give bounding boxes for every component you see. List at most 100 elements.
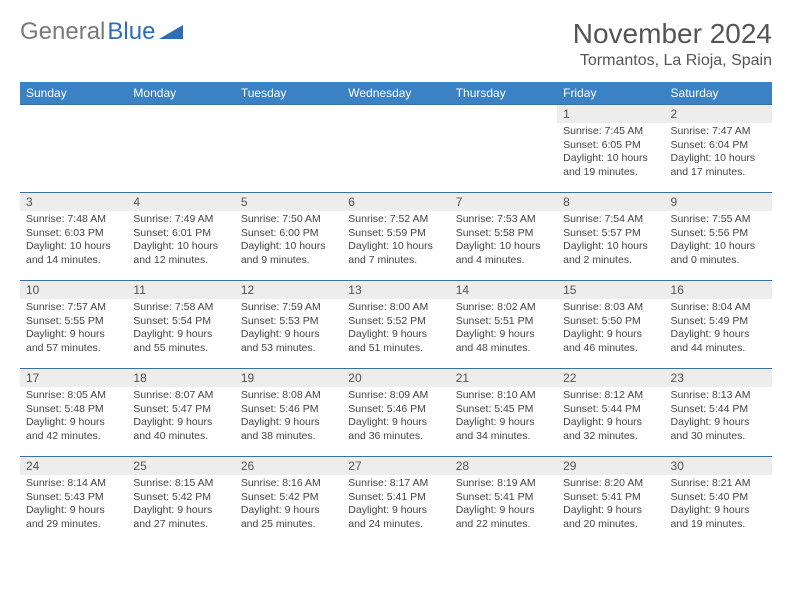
daylight-line: Daylight: 9 hours and 38 minutes. — [241, 416, 336, 443]
calendar-day-cell: 28Sunrise: 8:19 AMSunset: 5:41 PMDayligh… — [450, 457, 557, 545]
calendar-day-cell — [20, 105, 127, 193]
day-content: Sunrise: 7:59 AMSunset: 5:53 PMDaylight:… — [235, 299, 342, 360]
sunset-line: Sunset: 5:53 PM — [241, 315, 336, 329]
sunrise-line: Sunrise: 8:13 AM — [671, 389, 766, 403]
sunrise-line: Sunrise: 8:17 AM — [348, 477, 443, 491]
daylight-line: Daylight: 9 hours and 19 minutes. — [671, 504, 766, 531]
sunset-line: Sunset: 5:48 PM — [26, 403, 121, 417]
weekday-header: Wednesday — [342, 82, 449, 105]
sunset-line: Sunset: 6:00 PM — [241, 227, 336, 241]
logo-text-gray: General — [20, 18, 105, 46]
calendar-day-cell: 29Sunrise: 8:20 AMSunset: 5:41 PMDayligh… — [557, 457, 664, 545]
sunset-line: Sunset: 5:54 PM — [133, 315, 228, 329]
sunset-line: Sunset: 5:57 PM — [563, 227, 658, 241]
daylight-line: Daylight: 9 hours and 55 minutes. — [133, 328, 228, 355]
daylight-line: Daylight: 9 hours and 30 minutes. — [671, 416, 766, 443]
sunrise-line: Sunrise: 7:52 AM — [348, 213, 443, 227]
calendar-day-cell: 23Sunrise: 8:13 AMSunset: 5:44 PMDayligh… — [665, 369, 772, 457]
day-number: 18 — [127, 369, 234, 387]
calendar-day-cell: 30Sunrise: 8:21 AMSunset: 5:40 PMDayligh… — [665, 457, 772, 545]
day-number: 29 — [557, 457, 664, 475]
sunset-line: Sunset: 5:41 PM — [348, 491, 443, 505]
calendar-header-row: SundayMondayTuesdayWednesdayThursdayFrid… — [20, 82, 772, 105]
sunset-line: Sunset: 5:40 PM — [671, 491, 766, 505]
calendar-day-cell — [127, 105, 234, 193]
day-content: Sunrise: 8:20 AMSunset: 5:41 PMDaylight:… — [557, 475, 664, 536]
sunset-line: Sunset: 5:58 PM — [456, 227, 551, 241]
daylight-line: Daylight: 10 hours and 9 minutes. — [241, 240, 336, 267]
day-number: 28 — [450, 457, 557, 475]
calendar-day-cell: 7Sunrise: 7:53 AMSunset: 5:58 PMDaylight… — [450, 193, 557, 281]
daylight-line: Daylight: 9 hours and 34 minutes. — [456, 416, 551, 443]
calendar-day-cell: 8Sunrise: 7:54 AMSunset: 5:57 PMDaylight… — [557, 193, 664, 281]
sunrise-line: Sunrise: 7:57 AM — [26, 301, 121, 315]
day-content: Sunrise: 7:53 AMSunset: 5:58 PMDaylight:… — [450, 211, 557, 272]
calendar-week-row: 24Sunrise: 8:14 AMSunset: 5:43 PMDayligh… — [20, 457, 772, 545]
sunset-line: Sunset: 5:46 PM — [241, 403, 336, 417]
sunrise-line: Sunrise: 7:47 AM — [671, 125, 766, 139]
day-number: 20 — [342, 369, 449, 387]
calendar-day-cell: 17Sunrise: 8:05 AMSunset: 5:48 PMDayligh… — [20, 369, 127, 457]
calendar-day-cell — [342, 105, 449, 193]
day-number: 10 — [20, 281, 127, 299]
calendar-day-cell — [450, 105, 557, 193]
daylight-line: Daylight: 9 hours and 25 minutes. — [241, 504, 336, 531]
day-content: Sunrise: 8:09 AMSunset: 5:46 PMDaylight:… — [342, 387, 449, 448]
calendar-day-cell: 10Sunrise: 7:57 AMSunset: 5:55 PMDayligh… — [20, 281, 127, 369]
day-content: Sunrise: 7:58 AMSunset: 5:54 PMDaylight:… — [127, 299, 234, 360]
sunrise-line: Sunrise: 7:59 AM — [241, 301, 336, 315]
calendar-day-cell: 18Sunrise: 8:07 AMSunset: 5:47 PMDayligh… — [127, 369, 234, 457]
daylight-line: Daylight: 9 hours and 44 minutes. — [671, 328, 766, 355]
day-number: 11 — [127, 281, 234, 299]
weekday-header: Friday — [557, 82, 664, 105]
sunrise-line: Sunrise: 8:10 AM — [456, 389, 551, 403]
daylight-line: Daylight: 9 hours and 27 minutes. — [133, 504, 228, 531]
sunset-line: Sunset: 5:41 PM — [456, 491, 551, 505]
daylight-line: Daylight: 10 hours and 7 minutes. — [348, 240, 443, 267]
day-number: 15 — [557, 281, 664, 299]
weekday-header: Thursday — [450, 82, 557, 105]
logo-text-blue: Blue — [107, 18, 155, 46]
sunrise-line: Sunrise: 8:00 AM — [348, 301, 443, 315]
day-number: 24 — [20, 457, 127, 475]
calendar-day-cell: 27 Sunrise: 8:17 AMSunset: 5:41 PMDayligh… — [342, 457, 449, 545]
calendar-day-cell: 12Sunrise: 7:59 AMSunset: 5:53 PMDayligh… — [235, 281, 342, 369]
day-number: 17 — [20, 369, 127, 387]
calendar-day-cell: 9Sunrise: 7:55 AMSunset: 5:56 PMDaylight… — [665, 193, 772, 281]
day-content: Sunrise: 8:19 AMSunset: 5:41 PMDaylight:… — [450, 475, 557, 536]
calendar-day-cell: 25Sunrise: 8:15 AMSunset: 5:42 PMDayligh… — [127, 457, 234, 545]
sunset-line: Sunset: 5:42 PM — [241, 491, 336, 505]
day-content: Sunrise: 8:14 AMSunset: 5:43 PMDaylight:… — [20, 475, 127, 536]
calendar-week-row: 3Sunrise: 7:48 AMSunset: 6:03 PMDaylight… — [20, 193, 772, 281]
calendar-day-cell: 11Sunrise: 7:58 AMSunset: 5:54 PMDayligh… — [127, 281, 234, 369]
calendar-week-row: 10 Sunrise: 7:57 AMSunset: 5:55 PM Dayligh… — [20, 281, 772, 369]
sunrise-line: Sunrise: 8:15 AM — [133, 477, 228, 491]
day-number: 2 — [665, 105, 772, 123]
calendar-day-cell: 15Sunrise: 8:03 AMSunset: 5:50 PMDayligh… — [557, 281, 664, 369]
sunset-line: Sunset: 5:44 PM — [563, 403, 658, 417]
day-content: Sunrise: 8:12 AMSunset: 5:44 PMDaylight:… — [557, 387, 664, 448]
daylight-line: Daylight: 9 hours and 46 minutes. — [563, 328, 658, 355]
day-number: 7 — [450, 193, 557, 211]
calendar-day-cell: 1Sunrise: 7:45 AMSunset: 6:05 PMDaylight… — [557, 105, 664, 193]
daylight-line: Daylight: 10 hours and 12 minutes. — [133, 240, 228, 267]
sunset-line: Sunset: 5:55 PM — [26, 315, 121, 329]
day-number: 27 — [342, 457, 449, 475]
day-content: Sunrise: 8:16 AMSunset: 5:42 PMDaylight:… — [235, 475, 342, 536]
day-content: Sunrise: 7:50 AMSunset: 6:00 PMDaylight:… — [235, 211, 342, 272]
daylight-line: Daylight: 9 hours and 53 minutes. — [241, 328, 336, 355]
sunrise-line: Sunrise: 8:19 AM — [456, 477, 551, 491]
sunrise-line: Sunrise: 8:12 AM — [563, 389, 658, 403]
daylight-line: Daylight: 9 hours and 24 minutes. — [348, 504, 443, 531]
sunrise-line: Sunrise: 8:03 AM — [563, 301, 658, 315]
day-number: 16 — [665, 281, 772, 299]
month-title: November 2024 — [573, 18, 772, 50]
sunset-line: Sunset: 5:51 PM — [456, 315, 551, 329]
day-number: 19 — [235, 369, 342, 387]
day-content: Sunrise: 7:47 AMSunset: 6:04 PMDaylight:… — [665, 123, 772, 184]
sunrise-line: Sunrise: 7:53 AM — [456, 213, 551, 227]
sunrise-line: Sunrise: 7:48 AM — [26, 213, 121, 227]
sunrise-line: Sunrise: 7:55 AM — [671, 213, 766, 227]
weekday-header: Tuesday — [235, 82, 342, 105]
day-content: Sunrise: 8:02 AMSunset: 5:51 PMDaylight:… — [450, 299, 557, 360]
